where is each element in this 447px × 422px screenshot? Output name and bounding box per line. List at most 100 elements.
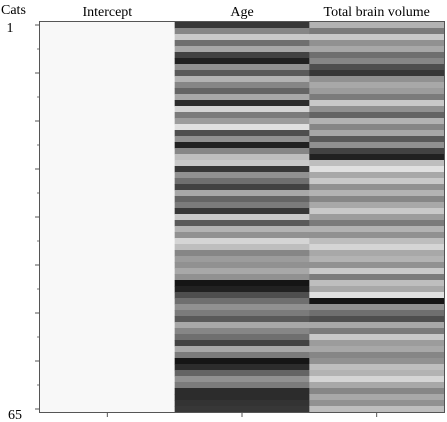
- heatmap-cell: [309, 100, 445, 107]
- heatmap-cell: [40, 262, 176, 269]
- heatmap-cell: [40, 244, 176, 251]
- heatmap-cell: [174, 160, 310, 167]
- heatmap-cell: [174, 118, 310, 125]
- heatmap-cell: [309, 262, 445, 269]
- heatmap-cell: [174, 214, 310, 221]
- heatmap-cell: [309, 106, 445, 113]
- plot-frame: [39, 21, 445, 413]
- heatmap-cell: [309, 202, 445, 209]
- heatmap-cell: [40, 238, 176, 245]
- heatmap-cell: [174, 70, 310, 77]
- heatmap-cell: [40, 58, 176, 65]
- heatmap-cell: [174, 328, 310, 335]
- heatmap-cell: [309, 304, 445, 311]
- heatmap-cell: [309, 208, 445, 215]
- heatmap-cell: [40, 304, 176, 311]
- heatmap-cell: [309, 148, 445, 155]
- heatmap-cell: [40, 358, 176, 365]
- heatmap-cell: [174, 142, 310, 149]
- heatmap-cell: [174, 220, 310, 227]
- heatmap-cell: [174, 22, 310, 29]
- heatmap-cell: [174, 130, 310, 137]
- heatmap-cell: [309, 292, 445, 299]
- heatmap-cell: [174, 322, 310, 329]
- heatmap-cell: [40, 82, 176, 89]
- heatmap-cell: [309, 94, 445, 101]
- heatmap-cell: [40, 232, 176, 239]
- heatmap-cell: [309, 310, 445, 317]
- heatmap-cell: [309, 184, 445, 191]
- heatmap-cell: [40, 274, 176, 281]
- heatmap-cell: [174, 274, 310, 281]
- heatmap-cell: [309, 298, 445, 305]
- heatmap-cell: [174, 76, 310, 83]
- heatmap-cell: [309, 52, 445, 59]
- heatmap-cell: [174, 406, 310, 413]
- heatmap-cell: [40, 64, 176, 71]
- heatmap-cell: [174, 388, 310, 395]
- heatmap-cell: [40, 118, 176, 125]
- column-label: Intercept: [82, 5, 132, 20]
- heatmap-cell: [174, 226, 310, 233]
- heatmap-cell: [40, 112, 176, 119]
- heatmap-cell: [309, 76, 445, 83]
- heatmap-cell: [40, 310, 176, 317]
- heatmap-cell: [40, 250, 176, 257]
- heatmap-cell: [309, 190, 445, 197]
- heatmap-cell: [309, 196, 445, 203]
- heatmap-cell: [40, 172, 176, 179]
- heatmap-cell: [40, 340, 176, 347]
- heatmap-cell: [40, 22, 176, 29]
- row-axis-label: Cats: [1, 3, 26, 18]
- heatmap-cell: [174, 28, 310, 35]
- row-tick-label-last: 65: [8, 408, 22, 422]
- heatmap-cell: [174, 346, 310, 353]
- heatmap-cell: [309, 214, 445, 221]
- heatmap-cell: [174, 88, 310, 95]
- heatmap-cell: [40, 166, 176, 173]
- heatmap-cell: [40, 34, 176, 41]
- heatmap-cell: [40, 280, 176, 287]
- heatmap-cell: [309, 178, 445, 185]
- heatmap-cell: [40, 106, 176, 113]
- heatmap-cell: [40, 334, 176, 341]
- heatmap-cell: [309, 130, 445, 137]
- heatmap-cell: [40, 184, 176, 191]
- heatmap-cell: [174, 298, 310, 305]
- heatmap-cell: [40, 124, 176, 131]
- heatmap-cell: [40, 160, 176, 167]
- heatmap-cell: [174, 196, 310, 203]
- heatmap-cell: [40, 268, 176, 275]
- heatmap-cell: [174, 262, 310, 269]
- heatmap-cell: [174, 394, 310, 401]
- heatmap-cell: [174, 124, 310, 131]
- heatmap-cell: [309, 340, 445, 347]
- heatmap-cell: [174, 208, 310, 215]
- heatmap-cell: [40, 28, 176, 35]
- heatmap-cell: [174, 382, 310, 389]
- heatmap-cell: [174, 400, 310, 407]
- heatmap-cell: [309, 154, 445, 161]
- heatmap-cell: [40, 100, 176, 107]
- heatmap-cell: [40, 298, 176, 305]
- heatmap-cell: [174, 250, 310, 257]
- heatmap-cell: [309, 238, 445, 245]
- heatmap-cell: [40, 70, 176, 77]
- heatmap-cell: [309, 394, 445, 401]
- heatmap-cell: [40, 142, 176, 149]
- heatmap-cell: [174, 376, 310, 383]
- heatmap-cell: [309, 280, 445, 287]
- heatmap-cell: [174, 112, 310, 119]
- heatmap-cell: [309, 124, 445, 131]
- heatmap-cell: [309, 142, 445, 149]
- heatmap-cell: [309, 400, 445, 407]
- heatmap-cell: [40, 400, 176, 407]
- heatmap-cell: [174, 184, 310, 191]
- heatmap-cell: [40, 292, 176, 299]
- heatmap-cell: [174, 292, 310, 299]
- heatmap-cell: [309, 268, 445, 275]
- heatmap-cell: [40, 76, 176, 83]
- heatmap-cell: [174, 178, 310, 185]
- heatmap-cell: [309, 370, 445, 377]
